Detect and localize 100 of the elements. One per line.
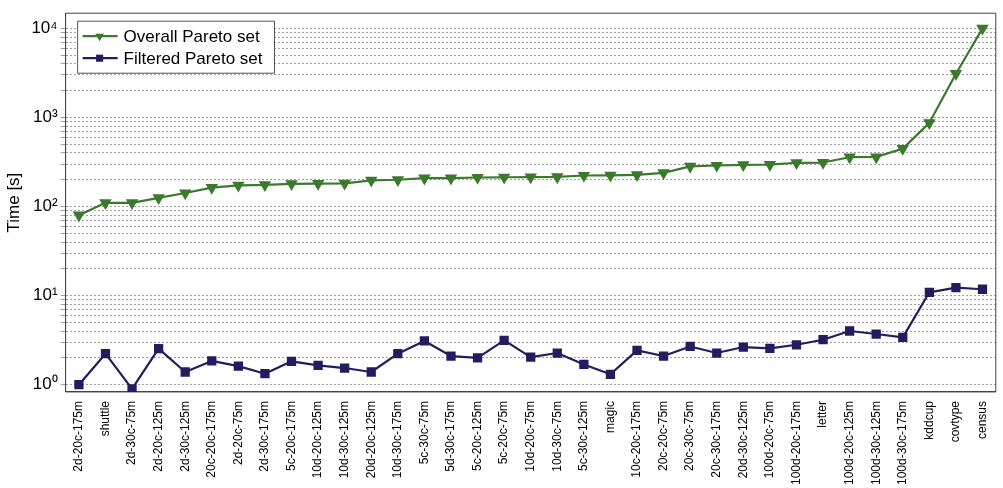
y-axis-title: Time [s] — [3, 172, 23, 233]
point — [472, 173, 483, 184]
x-tick-label: 2d-20c-125m — [150, 400, 165, 472]
x-tick-label: 10d-30c-75m — [549, 400, 564, 472]
point — [418, 174, 430, 185]
point — [232, 181, 244, 192]
point — [313, 360, 323, 370]
point — [578, 171, 590, 182]
point — [207, 356, 217, 366]
y-tick-label: 10² — [33, 196, 58, 216]
legend-label: Overall Pareto set — [123, 26, 260, 46]
x-tick-label: 20d-20c-125m — [363, 400, 378, 479]
point — [605, 171, 616, 182]
point — [951, 283, 961, 293]
point — [259, 181, 271, 191]
point — [791, 340, 802, 350]
y-tick-label: 10⁰ — [32, 374, 58, 394]
point — [791, 159, 802, 169]
point — [206, 184, 218, 194]
point — [153, 194, 165, 205]
point — [605, 369, 616, 379]
point — [844, 153, 856, 164]
point — [154, 344, 164, 354]
point — [712, 348, 722, 358]
x-tick-label: 5c-20c-125m — [469, 400, 484, 471]
x-tick-label: 10d-30c-175m — [390, 400, 405, 479]
x-tick-label: 100d-30c-175m — [895, 400, 910, 486]
x-tick-label: 100d-20c-175m — [788, 400, 803, 486]
x-tick-label: 100d-20c-75m — [762, 400, 777, 479]
x-tick-label: 5c-20c-75m — [496, 400, 511, 465]
point — [765, 343, 775, 353]
point — [100, 199, 111, 209]
point — [525, 173, 537, 184]
point — [365, 176, 377, 187]
point — [392, 176, 404, 186]
point — [100, 349, 111, 359]
point — [260, 369, 270, 379]
point — [74, 380, 84, 390]
point — [498, 173, 510, 184]
x-tick-label: 2d-30c-75m — [124, 400, 139, 465]
point — [897, 145, 909, 155]
x-tick-label: 2d-20c-175m — [71, 400, 86, 472]
point — [817, 158, 829, 169]
point — [179, 189, 191, 200]
x-tick-label: 5c-20c-175m — [283, 400, 298, 471]
point — [898, 332, 908, 343]
x-tick-label: magic — [602, 400, 617, 433]
point — [950, 70, 962, 80]
point — [977, 284, 988, 294]
point — [366, 367, 376, 377]
x-tick-label: letter — [815, 400, 830, 428]
point — [286, 356, 297, 366]
point — [684, 162, 696, 173]
x-tick-label: 20c-30c-175m — [709, 400, 724, 478]
point — [738, 342, 748, 352]
point — [312, 180, 324, 190]
x-tick-label: 2d-30c-125m — [177, 400, 192, 472]
point — [233, 361, 243, 371]
y-tick-label: 10³ — [33, 107, 58, 127]
x-tick-label: census — [974, 400, 989, 439]
x-tick-label: 5d-30c-175m — [443, 400, 458, 472]
point — [844, 326, 855, 336]
point — [685, 341, 695, 352]
point — [340, 363, 350, 373]
point — [658, 351, 669, 361]
point — [445, 174, 457, 185]
point — [764, 161, 776, 171]
point — [631, 171, 643, 181]
point — [180, 367, 190, 377]
point — [339, 179, 351, 190]
x-tick-label: 2d-30c-175m — [257, 400, 272, 472]
point — [286, 180, 297, 190]
point — [126, 199, 138, 209]
x-tick-label: 100d-20c-125m — [841, 400, 856, 486]
point — [924, 287, 934, 297]
point — [923, 119, 935, 129]
point — [393, 349, 403, 359]
y-tick-label: 10¹ — [33, 285, 58, 305]
y-tick-label: 10⁴ — [31, 18, 58, 38]
point — [551, 173, 563, 184]
x-tick-label: 2d-20c-75m — [230, 400, 245, 465]
x-tick-label: kddcup — [921, 400, 936, 440]
x-tick-label: 5c-30c-75m — [416, 400, 431, 465]
point — [871, 329, 881, 339]
point — [73, 211, 85, 222]
x-tick-label: 100d-30c-125m — [868, 400, 883, 486]
point — [446, 351, 456, 361]
point — [419, 336, 430, 346]
point — [499, 335, 509, 345]
x-tick-label: 20c-20c-75m — [655, 400, 670, 471]
legend-label: Filtered Pareto set — [123, 48, 263, 68]
point — [870, 153, 882, 164]
x-tick-label: covtype — [948, 400, 963, 443]
point — [737, 161, 749, 171]
x-tick-label: 10d-20c-75m — [523, 400, 538, 472]
x-tick-label: 20c-20c-175m — [204, 400, 219, 478]
point — [632, 345, 642, 356]
point — [977, 24, 988, 35]
x-tick-label: 20c-30c-75m — [682, 400, 697, 471]
x-tick-label: 10d-20c-125m — [310, 400, 325, 479]
